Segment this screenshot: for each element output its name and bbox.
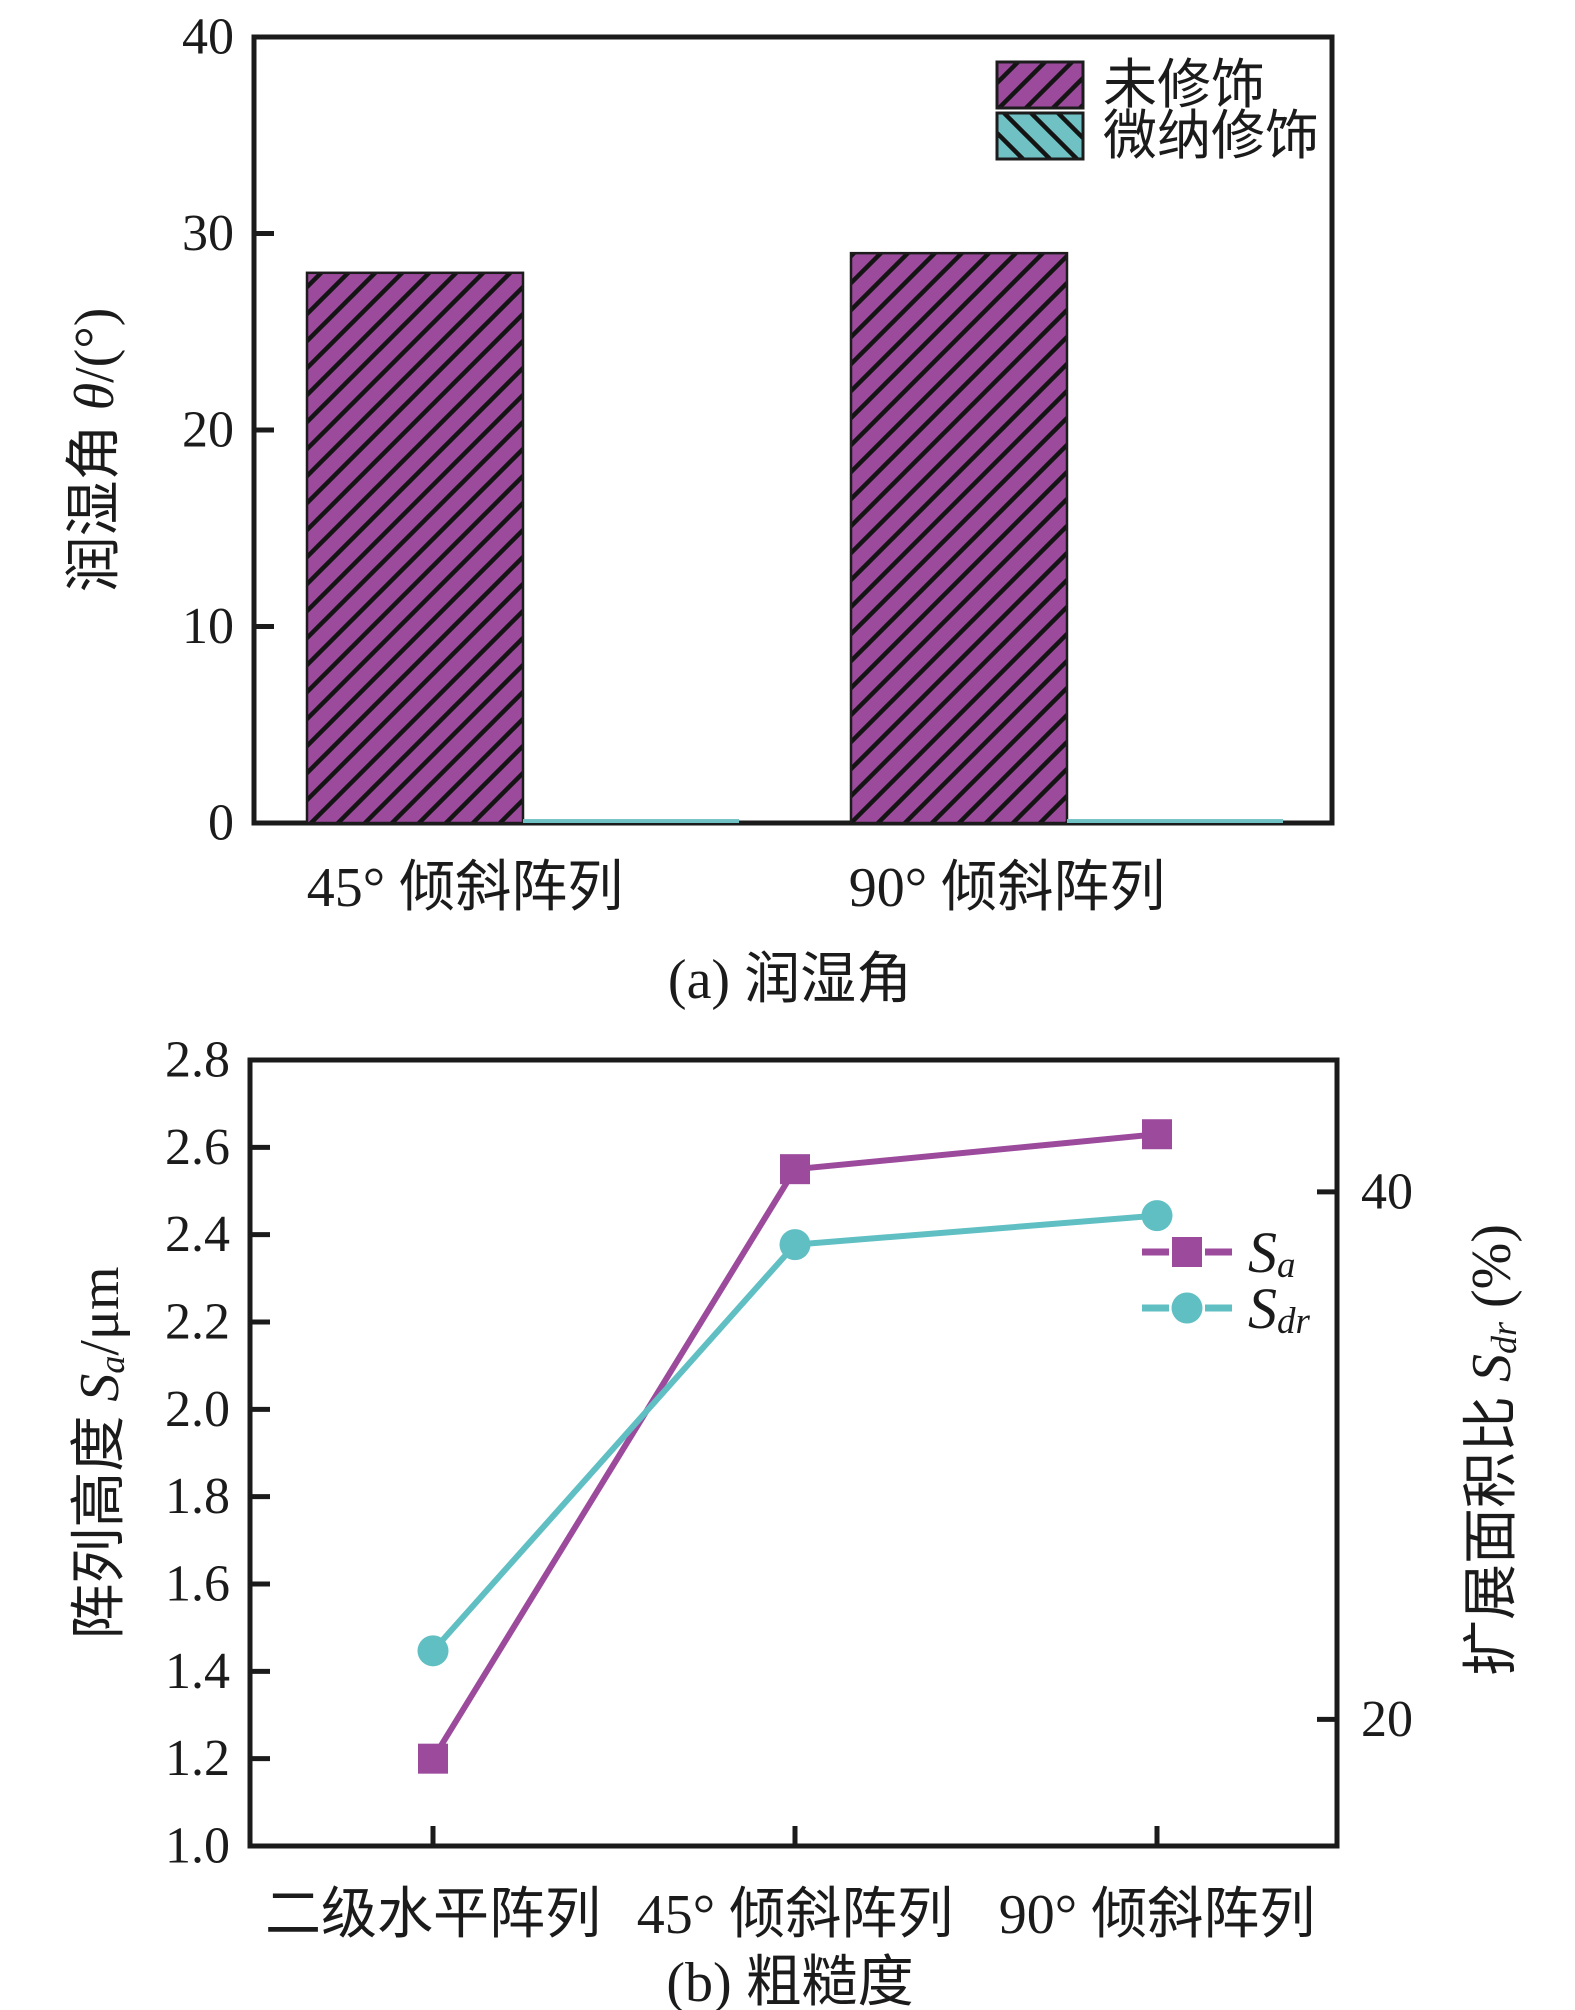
- bar-micro-nano-modified-45deg: [523, 819, 739, 823]
- marker-square-Sa-0: [418, 1743, 448, 1774]
- panel-b-left-ytick-label: 2.0: [165, 1381, 230, 1438]
- legend-swatch-unmodified: [995, 60, 1085, 110]
- panel-b-legend-entry-Sa: Sa: [1142, 1220, 1296, 1286]
- panel-b-caption: (b) 粗糙度: [666, 1952, 913, 2010]
- panel-b-left-ytick-label: 1.0: [165, 1818, 230, 1875]
- bar-unmodified-45deg: [305, 271, 525, 825]
- panel-b-xcategory-label: 45° 倾斜阵列: [637, 1884, 953, 1946]
- legend-label-micro-nano-modified: 微纳修饰: [1103, 106, 1319, 166]
- panel-b-left-ytick-label: 2.2: [165, 1294, 230, 1351]
- legend-label-Sdr: Sdr: [1248, 1276, 1311, 1342]
- panel-b-left-yaxis-label: 阵列高度 Sa/μm: [69, 1266, 132, 1639]
- legend-label-Sa: Sa: [1248, 1220, 1296, 1286]
- panel-b-left-ytick-label: 1.6: [165, 1556, 230, 1613]
- panel-a-ytick-label: 0: [208, 795, 234, 852]
- marker-circle-Sdr-2: [1141, 1200, 1173, 1232]
- panel-a-yaxis-label: 润湿角 θ/(°): [64, 308, 126, 593]
- panel-b-left-ytick-label: 1.4: [165, 1643, 230, 1700]
- panel-b-axis-box: [247, 1057, 1340, 1849]
- panel-a-wetting-angle-chart: 0 10 20 30 40 45° 倾斜阵列 90° 倾斜阵列 润湿角 θ/(°) 未修饰微纳修…: [64, 9, 1335, 1011]
- panel-b-right-yaxis-label: 扩展面积比 Sdr (%): [1461, 1224, 1524, 1676]
- marker-square-Sa-1: [780, 1154, 810, 1185]
- panel-b-left-ytick-label: 1.2: [165, 1730, 230, 1787]
- legend-label-unmodified: 未修饰: [1103, 55, 1265, 115]
- legend-swatch-micro-nano-modified: [995, 111, 1085, 161]
- panel-a-ytick-label: 20: [182, 402, 234, 459]
- bar-micro-nano-modified-90deg: [1067, 819, 1283, 823]
- panel-b-xcategory-label: 二级水平阵列: [265, 1884, 601, 1946]
- bar-unmodified-90deg: [849, 251, 1069, 825]
- panel-a-ytick-label: 30: [182, 205, 234, 262]
- panel-b-roughness-chart: 1.0 1.2 1.4 1.6 1.8 2.0 2.2 2.4 2.6 2.8 20 40 二级水平阵列…: [69, 1032, 1524, 2010]
- marker-circle-Sdr-0: [417, 1635, 449, 1667]
- marker-square-Sa-2: [1142, 1119, 1172, 1150]
- marker-circle-Sdr-1: [779, 1229, 811, 1261]
- panel-a-xcategory-label: 90° 倾斜阵列: [849, 857, 1165, 919]
- panel-b-right-ytick-label: 40: [1361, 1163, 1413, 1220]
- panel-b-left-ytick-label: 2.8: [165, 1032, 230, 1089]
- panel-b-legend-entry-Sdr: Sdr: [1142, 1276, 1311, 1342]
- panel-a-caption: (a) 润湿角: [668, 949, 912, 1011]
- panel-b-left-ytick-label: 2.4: [165, 1206, 230, 1263]
- legend-marker-circle: [1171, 1292, 1203, 1324]
- panel-a-ytick-label: 10: [182, 598, 234, 655]
- panel-b-xcategory-label: 90° 倾斜阵列: [999, 1884, 1315, 1946]
- panel-a-xcategory-label: 45° 倾斜阵列: [307, 857, 623, 919]
- panel-b-left-ytick-label: 1.8: [165, 1468, 230, 1525]
- panel-a-axis-box: [251, 34, 1335, 826]
- legend-marker-square: [1172, 1237, 1202, 1267]
- panel-b-left-ytick-label: 2.6: [165, 1119, 230, 1176]
- panel-a-ytick-label: 40: [182, 9, 234, 66]
- panel-b-right-ytick-label: 20: [1361, 1691, 1413, 1748]
